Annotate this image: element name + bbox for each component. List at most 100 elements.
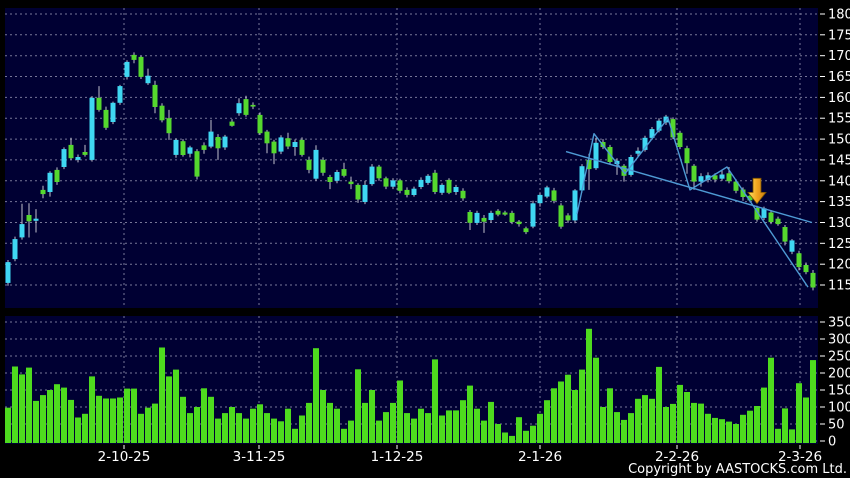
up-candle xyxy=(173,139,179,155)
volume-bar xyxy=(54,384,60,443)
down-candle xyxy=(558,205,564,227)
up-candle xyxy=(761,208,767,218)
down-candle xyxy=(810,272,816,288)
volume-bar xyxy=(719,419,725,443)
price-axis-labels: 180 175 170 165 160 155 150 145 140 135 130 125 120 1… xyxy=(820,8,850,294)
volume-bar xyxy=(411,418,417,443)
volume-bar xyxy=(761,387,767,443)
volume-bar xyxy=(782,408,788,443)
down-candle xyxy=(299,139,305,155)
down-candle xyxy=(376,166,382,179)
up-candle xyxy=(362,184,368,202)
volume-bar xyxy=(306,402,312,443)
volume-bar xyxy=(621,419,627,443)
up-candle xyxy=(698,176,704,182)
volume-bar xyxy=(292,428,298,443)
price-axis-tick-label: 130 xyxy=(828,216,850,231)
volume-bar xyxy=(369,390,375,443)
down-candle xyxy=(446,179,452,193)
up-candle xyxy=(488,212,494,220)
volume-bar xyxy=(418,408,424,443)
volume-bar xyxy=(299,415,305,443)
down-candle xyxy=(159,105,165,121)
down-candle xyxy=(740,189,746,197)
volume-bar xyxy=(733,424,739,443)
volume-bar xyxy=(495,424,501,443)
down-candle xyxy=(481,217,487,222)
volume-axis-tick-label: 250 xyxy=(828,350,850,365)
down-candle xyxy=(250,104,256,107)
volume-bar xyxy=(75,417,81,443)
volume-bar xyxy=(432,359,438,443)
volume-bar xyxy=(5,407,11,443)
down-candle xyxy=(397,180,403,191)
volume-bar xyxy=(362,402,368,443)
x-axis-date-label: 2-1-26 xyxy=(518,449,562,465)
down-candle xyxy=(754,207,760,220)
price-axis-tick-label: 120 xyxy=(828,258,850,273)
down-candle xyxy=(621,165,627,176)
down-candle xyxy=(432,172,438,192)
volume-bar xyxy=(607,388,613,443)
up-candle xyxy=(19,224,25,238)
up-candle xyxy=(642,137,648,150)
volume-bar xyxy=(124,388,130,443)
down-candle xyxy=(383,178,389,187)
volume-bar xyxy=(383,412,389,443)
volume-bar xyxy=(509,435,515,443)
down-candle xyxy=(502,212,508,215)
down-candle xyxy=(96,97,102,110)
up-candle xyxy=(425,175,431,183)
volume-bar xyxy=(117,397,123,443)
up-candle xyxy=(572,190,578,221)
up-candle xyxy=(5,262,11,283)
trend-line-annotations xyxy=(565,117,813,288)
volume-bar xyxy=(397,380,403,443)
volume-axis-tick-label: 50 xyxy=(828,418,845,433)
volume-bar xyxy=(502,432,508,443)
down-candle xyxy=(271,141,277,154)
down-candle xyxy=(495,210,501,215)
down-candle xyxy=(68,144,74,159)
down-candle xyxy=(243,99,249,115)
volume-bar xyxy=(89,376,95,443)
volume-bar xyxy=(768,357,774,443)
up-candle xyxy=(593,142,599,169)
down-candle xyxy=(782,227,788,242)
volume-axis-tick-label: 300 xyxy=(828,333,850,348)
volume-bar xyxy=(537,413,543,443)
down-candle xyxy=(40,189,46,195)
volume-bar xyxy=(656,366,662,443)
price-axis-tick-label: 160 xyxy=(828,91,850,106)
volume-bar xyxy=(187,413,193,443)
volume-bar xyxy=(803,397,809,443)
volume-bar xyxy=(775,428,781,443)
volume-bar xyxy=(33,400,39,443)
up-candle xyxy=(110,102,116,122)
x-axis-date-label: 2-10-25 xyxy=(98,449,151,465)
up-candle xyxy=(89,97,95,160)
up-candle xyxy=(33,218,39,221)
price-axis-tick-label: 135 xyxy=(828,195,850,210)
volume-axis-tick-label: 100 xyxy=(828,401,850,416)
volume-bar xyxy=(523,430,529,443)
up-candle xyxy=(663,116,669,123)
price-axis-tick-label: 165 xyxy=(828,70,850,85)
volume-bar xyxy=(446,410,452,443)
down-candle xyxy=(691,165,697,182)
down-candle xyxy=(26,215,32,222)
volume-bar xyxy=(551,388,557,443)
volume-bar xyxy=(215,418,221,443)
down-candle xyxy=(82,152,88,155)
volume-bar xyxy=(530,425,536,443)
volume-bar xyxy=(579,369,585,443)
volume-bar xyxy=(572,390,578,443)
volume-bar xyxy=(208,396,214,443)
volume-bar xyxy=(439,415,445,443)
volume-bar xyxy=(544,400,550,443)
volume-bar xyxy=(82,413,88,443)
up-candle xyxy=(47,172,53,192)
volume-bar xyxy=(565,374,571,443)
